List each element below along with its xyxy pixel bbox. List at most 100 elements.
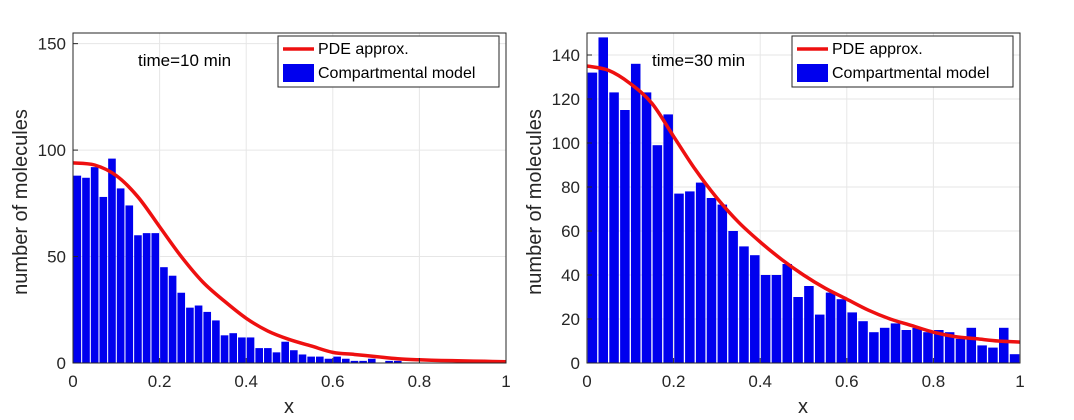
histogram-bar [367, 358, 376, 363]
pde-curve [72, 161, 507, 364]
histogram-bar [847, 312, 857, 363]
histogram-bar [901, 330, 912, 363]
histogram-bar [695, 182, 706, 363]
histogram-bar [728, 231, 738, 363]
histogram-bar [814, 314, 825, 363]
x-tick-label: 0.2 [148, 372, 172, 391]
histogram-bar [630, 63, 641, 364]
x-tick-label: 0.4 [234, 372, 258, 391]
histogram-bar [999, 327, 1009, 363]
histogram-bar [316, 356, 324, 363]
histogram-bar [609, 92, 619, 364]
chart-annotation: time=10 min [138, 51, 231, 70]
histogram-bar [587, 72, 598, 363]
histogram-bar [858, 321, 868, 363]
histogram-bar [825, 292, 836, 363]
histogram-bar [341, 358, 350, 363]
legend-label-pde: PDE approx. [318, 41, 409, 58]
y-tick-label: 120 [552, 90, 580, 109]
histogram-bar [264, 348, 272, 363]
histogram-bar [988, 347, 998, 363]
histogram-bar [1009, 354, 1020, 363]
histogram-bar [177, 292, 186, 363]
histogram-bar [82, 177, 90, 363]
y-tick-label: 0 [571, 354, 580, 373]
histogram-bar [674, 193, 684, 363]
histogram-bar [685, 191, 695, 363]
histogram-bar [220, 335, 229, 363]
histogram-bar [977, 345, 987, 363]
x-tick-label: 0.2 [662, 372, 686, 391]
histogram-bar [324, 358, 333, 363]
histogram-bar [212, 320, 220, 363]
histogram-bar [750, 255, 760, 363]
chart-time-30-min: 0 0.2 0.4 0.6 0.8 1 0 20 40 60 80 100 120 140 time=30… [524, 32, 1025, 418]
histogram-bar [298, 354, 307, 363]
histogram-bar [194, 305, 203, 363]
x-tick-label: 0 [582, 372, 591, 391]
chart-time-10-min: 0 0.2 0.4 0.6 0.8 1 0 50 100 150 time=10 min x nu… [10, 32, 511, 418]
y-axis-title: number of molecules [524, 109, 546, 295]
histogram-bar [99, 196, 108, 363]
x-tick-label: 0 [68, 372, 77, 391]
histogram-bar [804, 286, 814, 363]
y-axis-title: number of molecules [10, 109, 32, 295]
y-tick-label: 80 [561, 178, 580, 197]
histogram-bar [620, 110, 630, 363]
x-axis-title: x [798, 396, 808, 418]
y-tick-label: 60 [561, 222, 580, 241]
histogram-bar [934, 330, 944, 363]
x-tick-label: 0.6 [321, 372, 345, 391]
y-tick-label: 100 [38, 141, 66, 160]
histogram-bar [125, 205, 134, 363]
histogram-bar [879, 327, 890, 363]
legend-swatch-bar [797, 64, 828, 82]
histogram-bar [142, 233, 151, 363]
histogram-bar [890, 323, 901, 363]
histogram-bar [706, 198, 717, 363]
x-tick-label: 0.4 [748, 372, 772, 391]
histogram-bar [203, 311, 212, 363]
histogram-bar [272, 352, 281, 363]
legend-swatch-bar [283, 64, 314, 82]
y-tick-label: 20 [561, 310, 580, 329]
histogram-bar [160, 267, 168, 363]
y-tick-label: 40 [561, 266, 580, 285]
x-tick-label: 0.8 [408, 372, 432, 391]
histogram-bar [782, 264, 793, 363]
y-tick-label: 100 [552, 134, 580, 153]
histogram-bar [385, 360, 393, 363]
x-tick-label: 1 [1015, 372, 1024, 391]
y-tick-label: 50 [47, 248, 66, 267]
histogram-bar [90, 167, 99, 363]
histogram-bar [238, 337, 246, 363]
histogram-bar [923, 332, 933, 363]
histogram-bar [350, 360, 359, 363]
x-tick-label: 0.6 [835, 372, 859, 391]
histogram-bar [186, 307, 194, 363]
histogram-bar [108, 158, 116, 363]
histogram-bar [836, 299, 847, 363]
histogram-bar [598, 37, 608, 364]
histogram-bar [641, 92, 652, 364]
legend-box [791, 35, 1014, 88]
histogram-bar [966, 327, 977, 363]
plot-layer: 0 0.2 0.4 0.6 0.8 1 0 20 40 60 80 100 120 140 [552, 32, 1025, 391]
histogram-bar [229, 333, 238, 363]
histogram-bar [760, 275, 771, 363]
legend-label-pde: PDE approx. [832, 41, 923, 58]
histogram-bar [151, 233, 160, 363]
histogram-bar [333, 356, 341, 363]
histogram-bar [944, 332, 955, 363]
y-tick-label: 150 [38, 35, 66, 54]
histogram-bar [168, 275, 177, 363]
y-tick-label: 140 [552, 46, 580, 65]
histogram-bar [73, 175, 82, 363]
histogram-bar [771, 275, 782, 363]
histogram-bar [281, 341, 289, 363]
plot-layer: 0 0.2 0.4 0.6 0.8 1 0 50 100 150 [38, 32, 511, 391]
histogram-bar [290, 350, 298, 363]
legend-label-compartmental: Compartmental model [318, 65, 475, 82]
axes-box [72, 32, 507, 364]
